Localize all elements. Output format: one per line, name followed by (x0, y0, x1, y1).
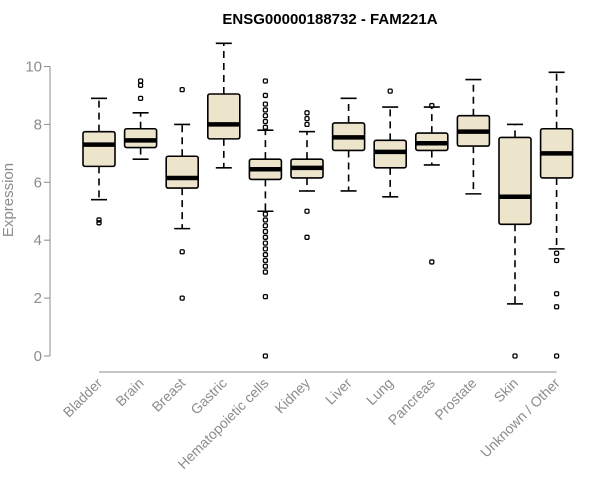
box-group (373, 88, 408, 198)
box-group (498, 123, 532, 359)
box-group (82, 97, 116, 226)
y-tick-label: 2 (34, 290, 42, 307)
outlier-point (262, 101, 269, 107)
outlier-point (262, 228, 269, 235)
outlier-point (137, 78, 144, 84)
outlier-point (304, 115, 310, 122)
x-tick-label: Prostate (431, 375, 479, 423)
outlier-point (262, 246, 269, 252)
outlier-point (262, 78, 269, 84)
outlier-point (429, 102, 435, 109)
outlier-point (553, 353, 560, 359)
outlier-point (262, 211, 269, 217)
box-group (207, 42, 241, 169)
box-group (248, 78, 283, 359)
outlier-point (304, 110, 310, 116)
x-tick-label: Kidney (272, 375, 314, 417)
outlier-point (262, 252, 269, 258)
y-axis-ticks: 0 2 4 6 8 10 (25, 59, 50, 365)
box-iqr (498, 136, 532, 226)
x-tick-label: Unknown / Other (477, 375, 563, 461)
x-tick-label: Brain (112, 375, 146, 409)
x-tick-label: Breast (148, 375, 188, 415)
outlier-point (262, 118, 269, 125)
outlier-point (262, 269, 269, 275)
outlier-point (304, 208, 310, 214)
outlier-point (553, 257, 560, 264)
outlier-point (262, 107, 269, 113)
x-tick-label: Lung (363, 375, 396, 408)
outlier-point (262, 263, 269, 269)
outlier-point (429, 259, 435, 265)
box-group (456, 78, 491, 195)
y-tick-label: 4 (34, 232, 42, 249)
outlier-point (179, 249, 185, 255)
box-iqr (165, 155, 199, 189)
outlier-point (262, 124, 269, 130)
outlier-point (262, 240, 269, 246)
y-tick-label: 10 (25, 59, 42, 76)
outlier-point (262, 217, 269, 223)
outlier-point (262, 353, 269, 359)
outlier-point (179, 295, 185, 301)
outlier-point (179, 87, 185, 93)
outlier-point (553, 250, 560, 256)
outlier-point (96, 220, 102, 226)
outlier-point (262, 113, 269, 119)
box-group (331, 97, 366, 192)
y-tick-label: 6 (34, 174, 42, 191)
x-tick-label: Liver (322, 375, 355, 408)
box-group (539, 71, 574, 359)
outlier-point (262, 294, 269, 300)
box-iqr (207, 93, 241, 140)
outlier-point (262, 223, 269, 229)
chart-title: ENSG00000188732 - FAM221A (222, 11, 437, 28)
outlier-point (262, 257, 269, 264)
outlier-point (137, 95, 144, 101)
box-group (123, 78, 158, 160)
outlier-point (262, 234, 269, 240)
outlier-point (512, 353, 518, 359)
outlier-point (137, 82, 144, 88)
y-axis-label: Expression (0, 163, 17, 237)
x-tick-label: Bladder (60, 375, 106, 421)
boxplot-series (82, 42, 574, 359)
y-tick-label: 0 (34, 348, 42, 365)
outlier-point (553, 291, 560, 297)
box-group (414, 102, 449, 265)
outlier-point (304, 121, 310, 128)
outlier-point (387, 88, 393, 94)
box-iqr (82, 130, 116, 168)
box-group (165, 87, 199, 301)
outlier-point (304, 234, 310, 240)
outlier-point (262, 92, 269, 99)
outlier-point (553, 304, 560, 310)
x-tick-label: Skin (491, 375, 522, 406)
y-tick-label: 8 (34, 116, 42, 133)
box-group (290, 110, 324, 240)
outlier-point (96, 217, 102, 223)
